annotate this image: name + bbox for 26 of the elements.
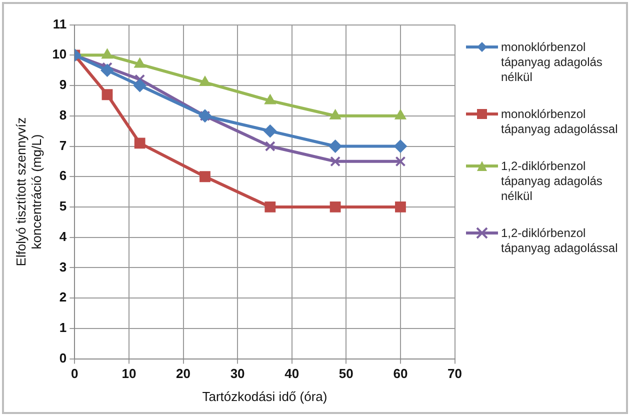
legend-label: 1,2-diklórbenzol tápanyag adagolással [501,226,619,256]
y-tick-label: 4 [59,228,68,244]
legend-label: 1,2-diklórbenzol tápanyag adagolás nélkül [501,159,604,204]
y-tick-label: 6 [59,168,67,184]
y-axis-title: Elfolyó tisztított szennyvíz koncentráció (mg/L) [13,117,44,266]
y-tick-label: 1 [59,320,67,336]
x-tick-label: 0 [71,366,78,382]
y-tick-label: 7 [59,138,67,153]
x-tick-label: 10 [122,366,136,382]
x-tick-label: 60 [393,366,408,382]
y-tick-label: 10 [52,46,67,62]
x-axis-title: Tartózkodási idő (óra) [202,388,328,404]
y-tick-label: 2 [59,290,67,305]
legend-label: monoklórbenzol tápanyag adagolás nélkül [501,40,604,85]
x-tick-label: 50 [338,366,354,382]
x-tick-label: 70 [448,366,462,382]
x-tick-label: 30 [230,366,245,382]
y-tick-label: 8 [59,107,67,122]
x-tick-label: 40 [284,366,300,382]
x-tick-label: 20 [176,366,190,382]
y-tick-label: 5 [59,198,67,214]
y-tick-label: 0 [59,350,67,366]
y-tick-label: 3 [59,259,67,274]
y-tick-label: 11 [52,16,67,32]
y-tick-label: 9 [59,77,67,92]
legend-label: monoklórbenzol tápanyag adagolással [501,107,619,137]
